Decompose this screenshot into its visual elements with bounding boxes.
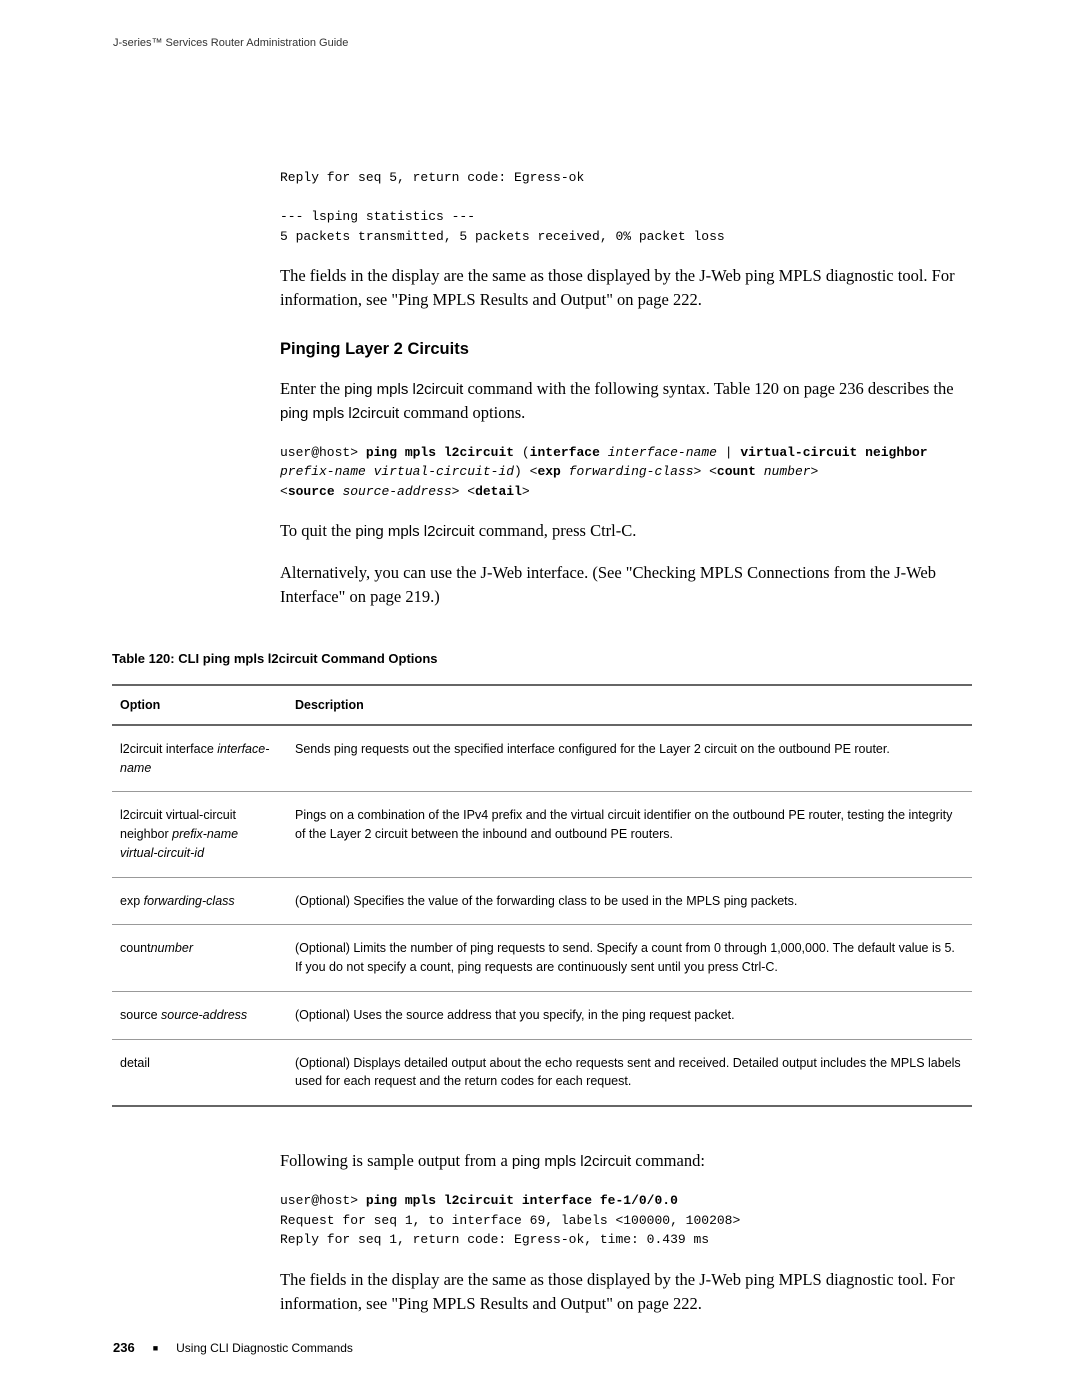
syntax: > bbox=[811, 464, 819, 479]
syntax: interface bbox=[530, 445, 600, 460]
table-row: detail (Optional) Displays detailed outpu… bbox=[112, 1039, 972, 1106]
option-param: source-address bbox=[161, 1008, 247, 1022]
text: To quit the bbox=[280, 521, 355, 540]
option-name: exp bbox=[120, 894, 144, 908]
page-header: J-series™ Services Router Administration… bbox=[113, 37, 348, 49]
syntax bbox=[600, 445, 608, 460]
table-row: l2circuit interface interface-nameSends … bbox=[112, 725, 972, 792]
description-cell: (Optional) Displays detailed output abou… bbox=[287, 1039, 972, 1106]
table-row: countnumber(Optional) Limits the number … bbox=[112, 925, 972, 992]
code-output-2: user@host> ping mpls l2circuit interface… bbox=[280, 1191, 970, 1250]
prompt: user@host> bbox=[280, 445, 366, 460]
code-output-1: Reply for seq 5, return code: Egress-ok … bbox=[280, 168, 970, 246]
option-name: count bbox=[120, 941, 151, 955]
paragraph-alternative: Alternatively, you can use the J-Web int… bbox=[280, 561, 970, 609]
option-name: source bbox=[120, 1008, 161, 1022]
syntax: | bbox=[717, 445, 740, 460]
description-cell: Sends ping requests out the specified in… bbox=[287, 725, 972, 792]
text: command: bbox=[631, 1151, 705, 1170]
syntax: source bbox=[288, 484, 335, 499]
section-heading: Pinging Layer 2 Circuits bbox=[280, 340, 970, 359]
inline-command: ping mpls l2circuit bbox=[512, 1153, 631, 1170]
syntax: > < bbox=[452, 484, 475, 499]
description-cell: (Optional) Limits the number of ping req… bbox=[287, 925, 972, 992]
footer-section: Using CLI Diagnostic Commands bbox=[176, 1341, 353, 1355]
description-cell: (Optional) Specifies the value of the fo… bbox=[287, 877, 972, 925]
prompt: user@host> bbox=[280, 1193, 366, 1208]
syntax bbox=[756, 464, 764, 479]
page-footer: 236 ■ Using CLI Diagnostic Commands bbox=[113, 1340, 353, 1355]
option-name: l2circuit interface bbox=[120, 742, 217, 756]
text: command with the following syntax. Table… bbox=[463, 379, 953, 398]
option-param: number bbox=[151, 941, 193, 955]
command: ping mpls l2circuit interface fe-1/0/0.0 bbox=[366, 1193, 678, 1208]
inline-command: ping mpls l2circuit bbox=[344, 381, 463, 398]
syntax: detail bbox=[475, 484, 522, 499]
table-header-row: Option Description bbox=[112, 685, 972, 725]
text: command, press Ctrl-C. bbox=[475, 521, 637, 540]
footer-square-icon: ■ bbox=[153, 1343, 158, 1353]
output: Request for seq 1, to interface 69, labe… bbox=[280, 1213, 740, 1248]
page-number: 236 bbox=[113, 1340, 135, 1355]
paragraph-quit: To quit the ping mpls l2circuit command,… bbox=[280, 519, 970, 543]
syntax: interface-name bbox=[608, 445, 717, 460]
paragraph-fields-2: The fields in the display are the same a… bbox=[280, 1268, 970, 1316]
option-cell: detail bbox=[112, 1039, 287, 1106]
description-cell: Pings on a combination of the IPv4 prefi… bbox=[287, 792, 972, 877]
page-content: Reply for seq 5, return code: Egress-ok … bbox=[280, 168, 970, 1333]
option-cell: countnumber bbox=[112, 925, 287, 992]
syntax: ( bbox=[514, 445, 530, 460]
syntax: > < bbox=[694, 464, 717, 479]
option-name: detail bbox=[120, 1056, 150, 1070]
syntax bbox=[561, 464, 569, 479]
paragraph-enter-command: Enter the ping mpls l2circuit command wi… bbox=[280, 377, 970, 425]
option-cell: exp forwarding-class bbox=[112, 877, 287, 925]
inline-command: ping mpls l2circuit bbox=[355, 523, 474, 540]
option-cell: l2circuit interface interface-name bbox=[112, 725, 287, 792]
option-cell: source source-address bbox=[112, 991, 287, 1039]
syntax: ping mpls l2circuit bbox=[366, 445, 514, 460]
column-header-option: Option bbox=[112, 685, 287, 725]
table-row: exp forwarding-class(Optional) Specifies… bbox=[112, 877, 972, 925]
text: Enter the bbox=[280, 379, 344, 398]
table-row: source source-address(Optional) Uses the… bbox=[112, 991, 972, 1039]
header-title: J-series™ Services Router Administration… bbox=[113, 37, 348, 49]
column-header-description: Description bbox=[287, 685, 972, 725]
table-caption: Table 120: CLI ping mpls l2circuit Comma… bbox=[112, 651, 970, 666]
syntax: virtual-circuit neighbor bbox=[740, 445, 927, 460]
paragraph-fields-1: The fields in the display are the same a… bbox=[280, 264, 970, 312]
table-row: l2circuit virtual-circuit neighbor prefi… bbox=[112, 792, 972, 877]
inline-command: ping mpls l2circuit bbox=[280, 405, 399, 422]
syntax: number bbox=[764, 464, 811, 479]
syntax: prefix-name virtual-circuit-id bbox=[280, 464, 514, 479]
syntax: < bbox=[280, 484, 288, 499]
syntax: exp bbox=[537, 464, 560, 479]
text: Following is sample output from a bbox=[280, 1151, 512, 1170]
option-cell: l2circuit virtual-circuit neighbor prefi… bbox=[112, 792, 287, 877]
syntax: ) < bbox=[514, 464, 537, 479]
syntax: source-address bbox=[342, 484, 451, 499]
syntax: > bbox=[522, 484, 530, 499]
syntax: count bbox=[717, 464, 756, 479]
paragraph-sample-output: Following is sample output from a ping m… bbox=[280, 1149, 970, 1173]
syntax: forwarding-class bbox=[569, 464, 694, 479]
text: command options. bbox=[399, 403, 525, 422]
description-cell: (Optional) Uses the source address that … bbox=[287, 991, 972, 1039]
options-table: Option Description l2circuit interface i… bbox=[112, 684, 972, 1107]
command-syntax: user@host> ping mpls l2circuit (interfac… bbox=[280, 443, 970, 502]
option-param: forwarding-class bbox=[144, 894, 235, 908]
